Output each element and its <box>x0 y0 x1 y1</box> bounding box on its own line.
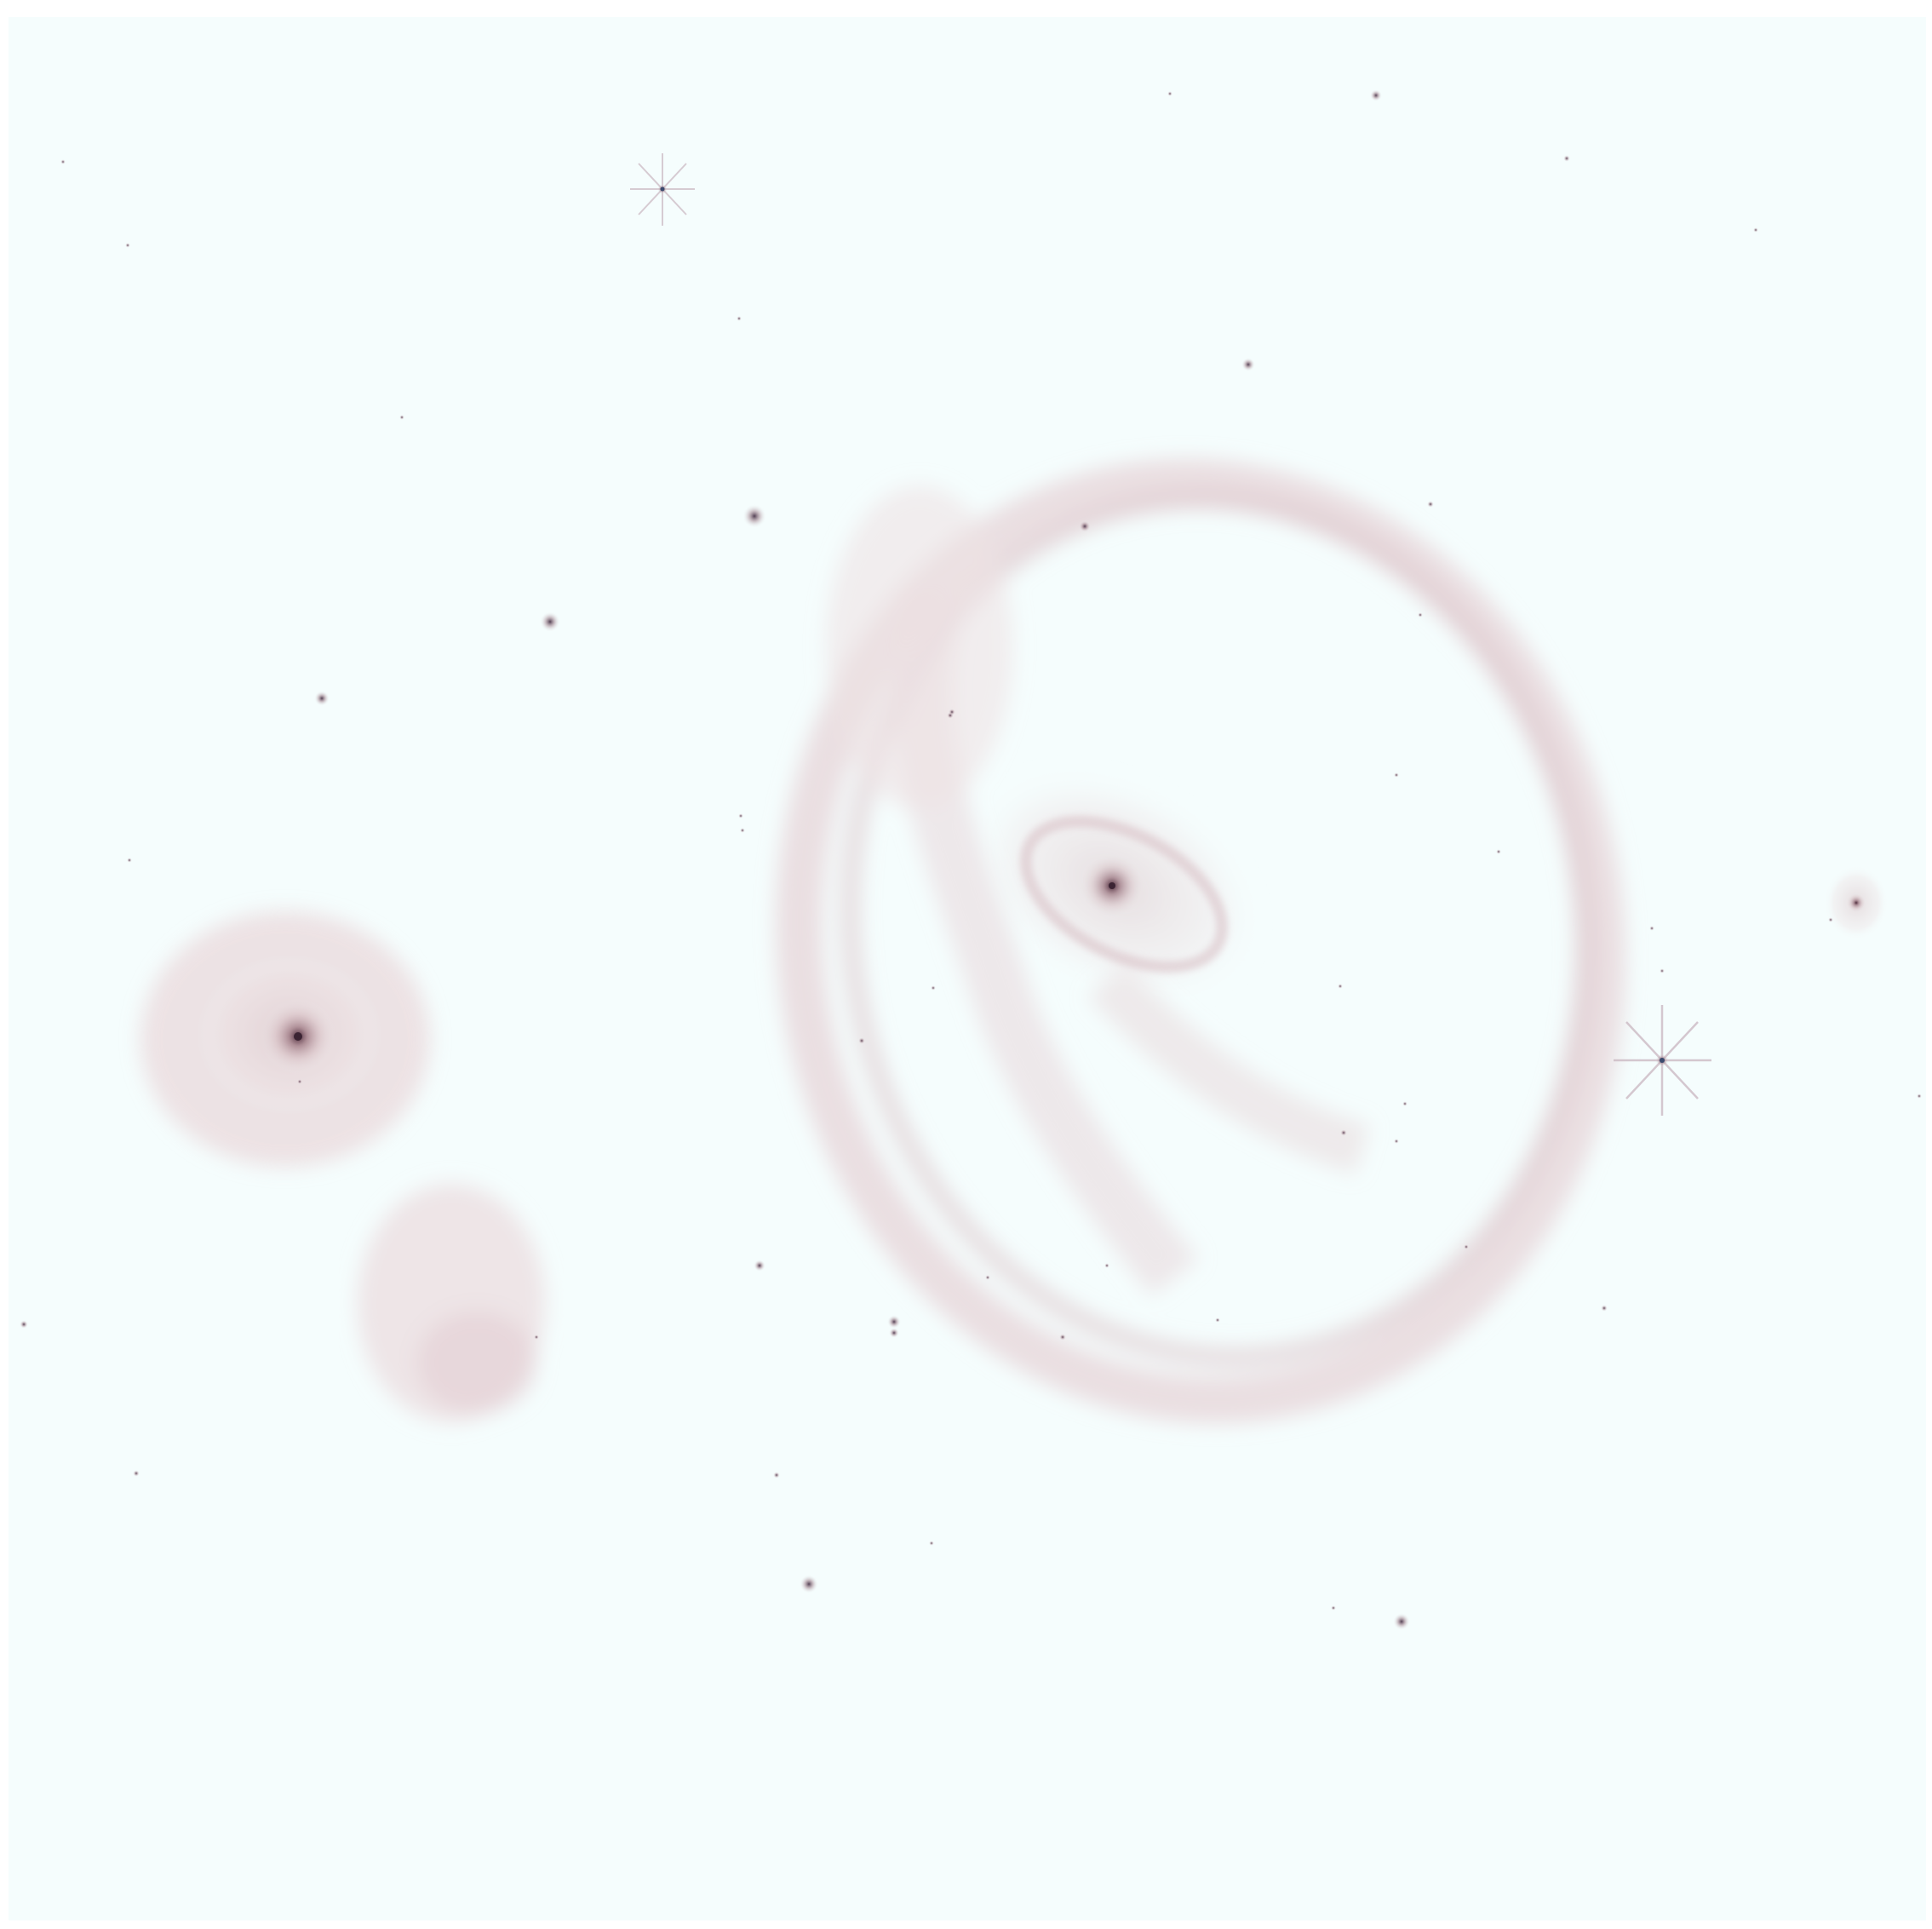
field-star <box>314 691 330 706</box>
field-star <box>737 316 742 321</box>
field-star <box>1753 227 1758 233</box>
field-star <box>1917 1094 1922 1099</box>
field-star <box>133 1470 140 1477</box>
field-star <box>1828 917 1833 922</box>
field-star <box>949 709 955 715</box>
field-star <box>931 985 936 990</box>
lower-left-irregular-galaxy <box>358 1184 545 1422</box>
field-star <box>1215 1318 1220 1323</box>
diffraction-spike-star-right <box>1614 1005 1711 1116</box>
field-star <box>1059 1334 1066 1341</box>
diffraction-spike-star-top <box>630 153 695 226</box>
field-star <box>738 813 743 818</box>
field-star <box>60 159 66 164</box>
field-star <box>1464 1244 1469 1249</box>
field-star <box>1563 155 1570 162</box>
field-star <box>1394 1139 1399 1144</box>
field-star <box>889 1328 899 1338</box>
field-star <box>1370 89 1382 101</box>
field-star <box>887 1315 901 1329</box>
field-star <box>985 1275 990 1280</box>
ring-galaxy <box>776 458 1625 1424</box>
field-star <box>1402 1101 1407 1106</box>
field-star <box>1418 612 1423 617</box>
field-star <box>754 1260 765 1272</box>
field-star <box>800 1575 818 1593</box>
field-star <box>1338 984 1343 989</box>
field-star <box>534 1335 539 1340</box>
field-star <box>1104 1263 1109 1268</box>
field-star <box>125 243 130 248</box>
field-star <box>1241 358 1255 371</box>
field-star <box>929 1541 934 1546</box>
field-star <box>858 1037 865 1044</box>
field-star <box>1167 91 1172 96</box>
field-star <box>399 415 404 420</box>
field-star <box>297 1079 302 1084</box>
field-star <box>740 828 745 833</box>
right-small-spiral-galaxy <box>1824 865 1889 940</box>
field-star <box>20 1320 28 1329</box>
field-star <box>1427 501 1434 508</box>
field-star <box>1393 1613 1410 1630</box>
central-spiral-galaxy <box>972 770 1259 1002</box>
field-star <box>1660 968 1665 973</box>
left-elliptical-galaxy <box>140 911 430 1167</box>
field-star <box>773 1472 780 1478</box>
field-star <box>1340 1129 1347 1136</box>
field-star <box>1394 772 1399 778</box>
field-star <box>1331 1605 1336 1610</box>
field-star <box>1601 1305 1608 1312</box>
field-star <box>1496 849 1501 854</box>
field-stars <box>20 89 1922 1630</box>
field-star <box>540 611 560 632</box>
field-star <box>127 858 132 863</box>
field-star <box>1649 926 1654 931</box>
field-star <box>1079 520 1091 532</box>
field-star <box>742 504 766 528</box>
